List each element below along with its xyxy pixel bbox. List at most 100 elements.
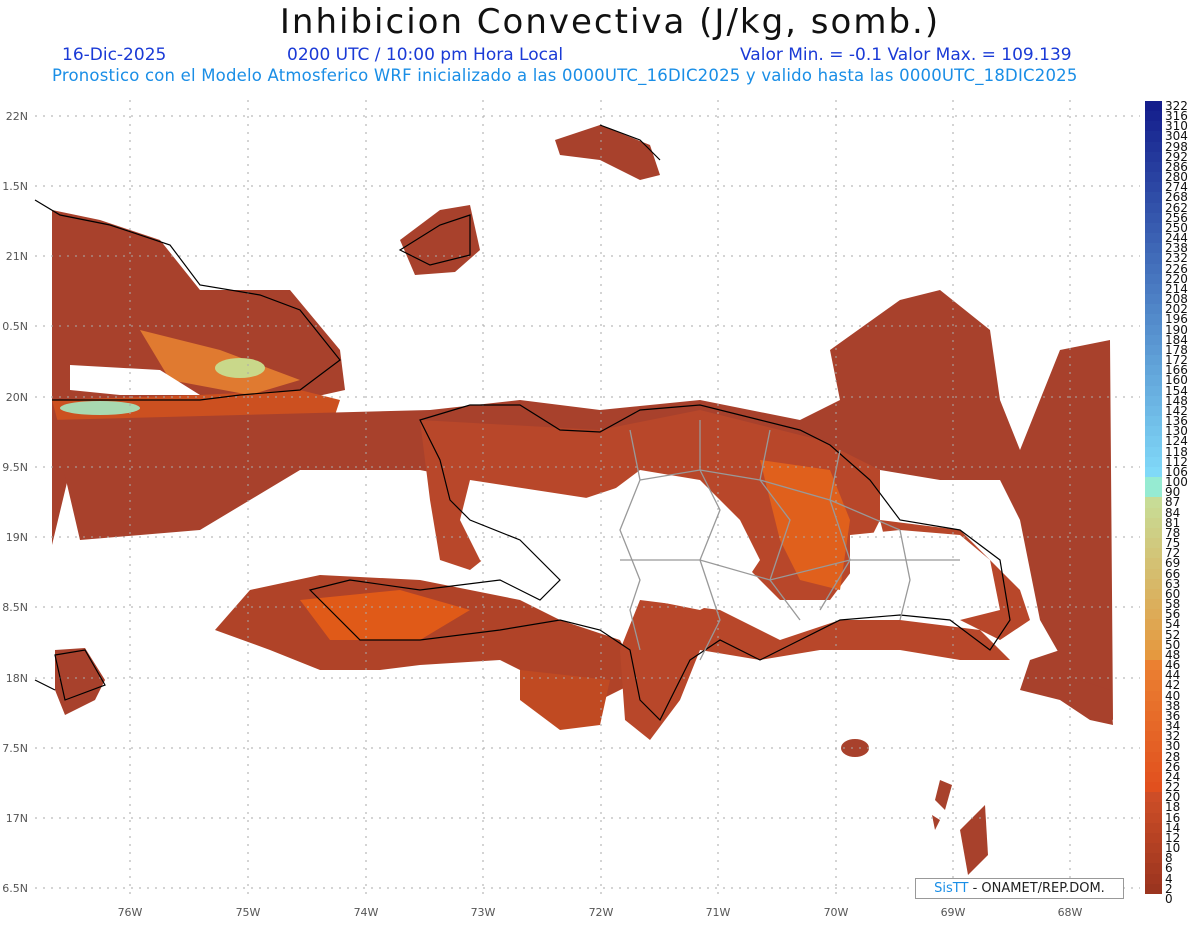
colorbar-swatch [1145, 548, 1162, 559]
lon-label: 74W [353, 906, 379, 919]
lon-label: 75W [235, 906, 261, 919]
colorbar-swatch [1145, 782, 1162, 793]
credit-box: SisTT - ONAMET/REP.DOM. [915, 878, 1124, 899]
colorbar-label: 232 [1165, 251, 1188, 266]
colorbar-label: 28 [1165, 749, 1181, 764]
colorbar-label: 124 [1165, 434, 1188, 449]
forecast-subtitle: Pronostico con el Modelo Atmosferico WRF… [52, 66, 1078, 85]
colorbar-label: 16 [1165, 810, 1181, 825]
map-title: Inhibicion Convectiva (J/kg, somb.) [279, 2, 941, 42]
colorbar-label: 238 [1165, 241, 1188, 256]
colorbar-label: 268 [1165, 190, 1188, 205]
colorbar-swatch [1145, 263, 1162, 275]
colorbar-swatch [1145, 883, 1162, 895]
colorbar-label: 136 [1165, 414, 1188, 429]
colorbar-label: 10 [1165, 841, 1181, 855]
lat-label: 21N [5, 250, 28, 263]
colorbar-label: 196 [1165, 312, 1188, 327]
colorbar-swatch [1145, 822, 1162, 834]
lat-label: 8.5N [2, 601, 28, 614]
lat-label: 17N [5, 812, 28, 825]
colorbar-swatch [1145, 426, 1162, 437]
colorbar-label: 78 [1165, 525, 1181, 540]
colorbar-label: 8 [1165, 851, 1173, 866]
colorbar-swatch [1145, 466, 1162, 478]
colorbar-label: 220 [1165, 271, 1188, 286]
colorbar-swatch [1145, 619, 1162, 631]
colorbar-swatch [1145, 334, 1162, 346]
colorbar-swatch [1145, 283, 1162, 295]
colorbar [1145, 101, 1162, 905]
colorbar-swatch [1145, 538, 1162, 549]
colorbar-swatch [1145, 101, 1162, 112]
lon-label: 69W [940, 906, 966, 919]
colorbar-swatch [1145, 304, 1162, 315]
colorbar-label: 286 [1165, 159, 1188, 174]
colorbar-swatch [1145, 487, 1162, 498]
colorbar-label: 69 [1165, 556, 1181, 571]
colorbar-swatch [1145, 141, 1162, 153]
lon-label: 71W [705, 906, 731, 919]
colorbar-label: 72 [1165, 546, 1181, 561]
colorbar-swatch [1145, 609, 1162, 620]
colorbar-label: 274 [1165, 180, 1188, 195]
colorbar-label: 160 [1165, 373, 1188, 388]
colorbar-label: 40 [1165, 688, 1181, 703]
colorbar-swatch [1145, 721, 1162, 732]
colorbar-swatch [1145, 527, 1162, 539]
colorbar-swatch [1145, 578, 1162, 590]
colorbar-label: 30 [1165, 739, 1181, 754]
colorbar-swatch [1145, 161, 1162, 173]
colorbar-swatch [1145, 131, 1162, 143]
colorbar-label: 87 [1165, 495, 1181, 510]
colorbar-label: 208 [1165, 292, 1188, 307]
colorbar-swatch [1145, 151, 1162, 163]
colorbar-label: 60 [1165, 586, 1181, 601]
colorbar-label: 202 [1165, 302, 1188, 317]
colorbar-label: 36 [1165, 708, 1181, 723]
colorbar-swatch [1145, 182, 1162, 193]
lon-label: 72W [588, 906, 614, 919]
colorbar-swatch [1145, 558, 1162, 570]
colorbar-label: 244 [1165, 231, 1188, 246]
colorbar-label: 214 [1165, 281, 1188, 296]
colorbar-swatch [1145, 700, 1162, 712]
colorbar-swatch [1145, 771, 1162, 783]
credit-text: - ONAMET/REP.DOM. [968, 881, 1105, 896]
colorbar-swatch [1145, 853, 1162, 864]
lon-label: 68W [1057, 906, 1083, 919]
lat-label: 19N [5, 531, 28, 544]
colorbar-swatch [1145, 792, 1162, 803]
colorbar-swatch [1145, 233, 1162, 244]
colorbar-label: 50 [1165, 637, 1181, 652]
colorbar-swatch [1145, 568, 1162, 580]
colorbar-label: 142 [1165, 403, 1188, 418]
colorbar-label: 66 [1165, 566, 1181, 581]
colorbar-swatch [1145, 405, 1162, 417]
colorbar-label: 322 [1165, 99, 1188, 113]
colorbar-label: 310 [1165, 119, 1188, 134]
colorbar-swatch [1145, 599, 1162, 610]
colorbar-swatch [1145, 243, 1162, 254]
colorbar-swatch [1145, 731, 1162, 742]
colorbar-swatch [1145, 588, 1162, 600]
colorbar-swatch [1145, 639, 1162, 651]
colorbar-label: 75 [1165, 536, 1181, 551]
colorbar-swatch [1145, 517, 1162, 529]
colorbar-label: 44 [1165, 668, 1181, 683]
colorbar-swatch [1145, 761, 1162, 773]
colorbar-label: 54 [1165, 617, 1181, 632]
colorbar-label: 178 [1165, 342, 1188, 357]
colorbar-swatch [1145, 680, 1162, 692]
colorbar-swatch [1145, 893, 1162, 905]
lat-label: 9.5N [2, 461, 28, 474]
colorbar-swatch [1145, 863, 1162, 874]
colorbar-label: 100 [1165, 475, 1188, 490]
lat-label: 6.5N [2, 882, 28, 895]
colorbar-label: 118 [1165, 444, 1188, 459]
colorbar-swatch [1145, 111, 1162, 122]
colorbar-swatch [1145, 873, 1162, 885]
colorbar-label: 298 [1165, 139, 1188, 154]
colorbar-swatch [1145, 344, 1162, 356]
colorbar-label: 14 [1165, 820, 1181, 835]
